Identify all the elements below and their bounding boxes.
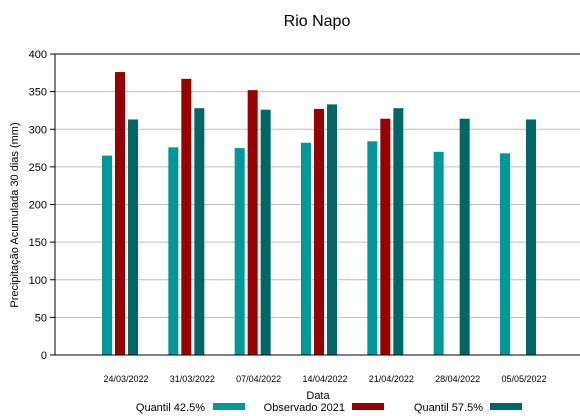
y-tick-label: 250 — [29, 162, 47, 174]
bar-observado-2021-2 — [247, 90, 258, 356]
bar-observado-2021-0 — [115, 72, 125, 355]
y-tick-label: 100 — [29, 275, 47, 287]
x-tick-label: 05/05/2022 — [501, 374, 546, 384]
y-tick-label: 350 — [29, 87, 47, 99]
bar-quantil-57-5--4 — [393, 108, 404, 356]
y-axis-label: Precipitação Acumulada 30 dias (mm) — [9, 122, 21, 307]
legend-swatch — [213, 403, 245, 410]
x-tick-label: 24/03/2022 — [103, 374, 148, 384]
bar-quantil-57-5--1 — [194, 108, 205, 356]
legend-swatch — [352, 403, 384, 410]
x-axis-label: Data — [306, 390, 330, 402]
legend: Quantil 42.5% Observado 2021 Quantil 57.5% — [136, 402, 522, 414]
legend-swatch — [490, 403, 522, 410]
bars — [102, 72, 536, 356]
bar-quantil-42-5--6 — [500, 153, 510, 355]
bar-quantil-42-5--4 — [367, 141, 378, 355]
y-tick-label: 0 — [41, 350, 47, 362]
chart-title: Rio Napo — [284, 13, 351, 30]
legend-label: Observado 2021 — [264, 402, 345, 414]
bar-quantil-42-5--1 — [168, 147, 179, 355]
bar-observado-2021-1 — [181, 78, 192, 356]
bar-observado-2021-3 — [314, 108, 324, 356]
y-tick-label: 400 — [29, 49, 47, 61]
bar-observado-2021-4 — [380, 118, 391, 355]
bar-quantil-42-5--3 — [301, 142, 311, 355]
x-tick-label: 28/04/2022 — [435, 374, 480, 384]
legend-label: Quantil 42.5% — [136, 402, 205, 414]
bar-quantil-57-5--2 — [260, 109, 271, 355]
bar-quantil-42-5--0 — [102, 155, 112, 355]
y-tick-label: 50 — [35, 312, 47, 324]
x-ticks: 24/03/2022 31/03/2022 07/04/2022 14/04/2022… — [103, 374, 546, 384]
bar-quantil-42-5--5 — [433, 151, 444, 355]
bar-quantil-57-5--5 — [459, 118, 470, 355]
y-tick-label: 300 — [29, 124, 47, 136]
x-tick-label: 21/04/2022 — [369, 374, 414, 384]
x-tick-label: 14/04/2022 — [302, 374, 347, 384]
x-tick-label: 07/04/2022 — [236, 374, 281, 384]
y-tick-label: 150 — [29, 237, 47, 249]
bar-quantil-57-5--6 — [526, 119, 536, 355]
y-ticks: 0 50 100 150 200 250 300 350 400 — [29, 49, 55, 362]
legend-label: Quantil 57.5% — [414, 402, 483, 414]
bar-quantil-57-5--3 — [327, 104, 337, 355]
bar-quantil-42-5--2 — [234, 148, 245, 355]
y-tick-label: 200 — [29, 200, 47, 212]
x-tick-label: 31/03/2022 — [170, 374, 215, 384]
bar-quantil-57-5--0 — [128, 119, 138, 355]
